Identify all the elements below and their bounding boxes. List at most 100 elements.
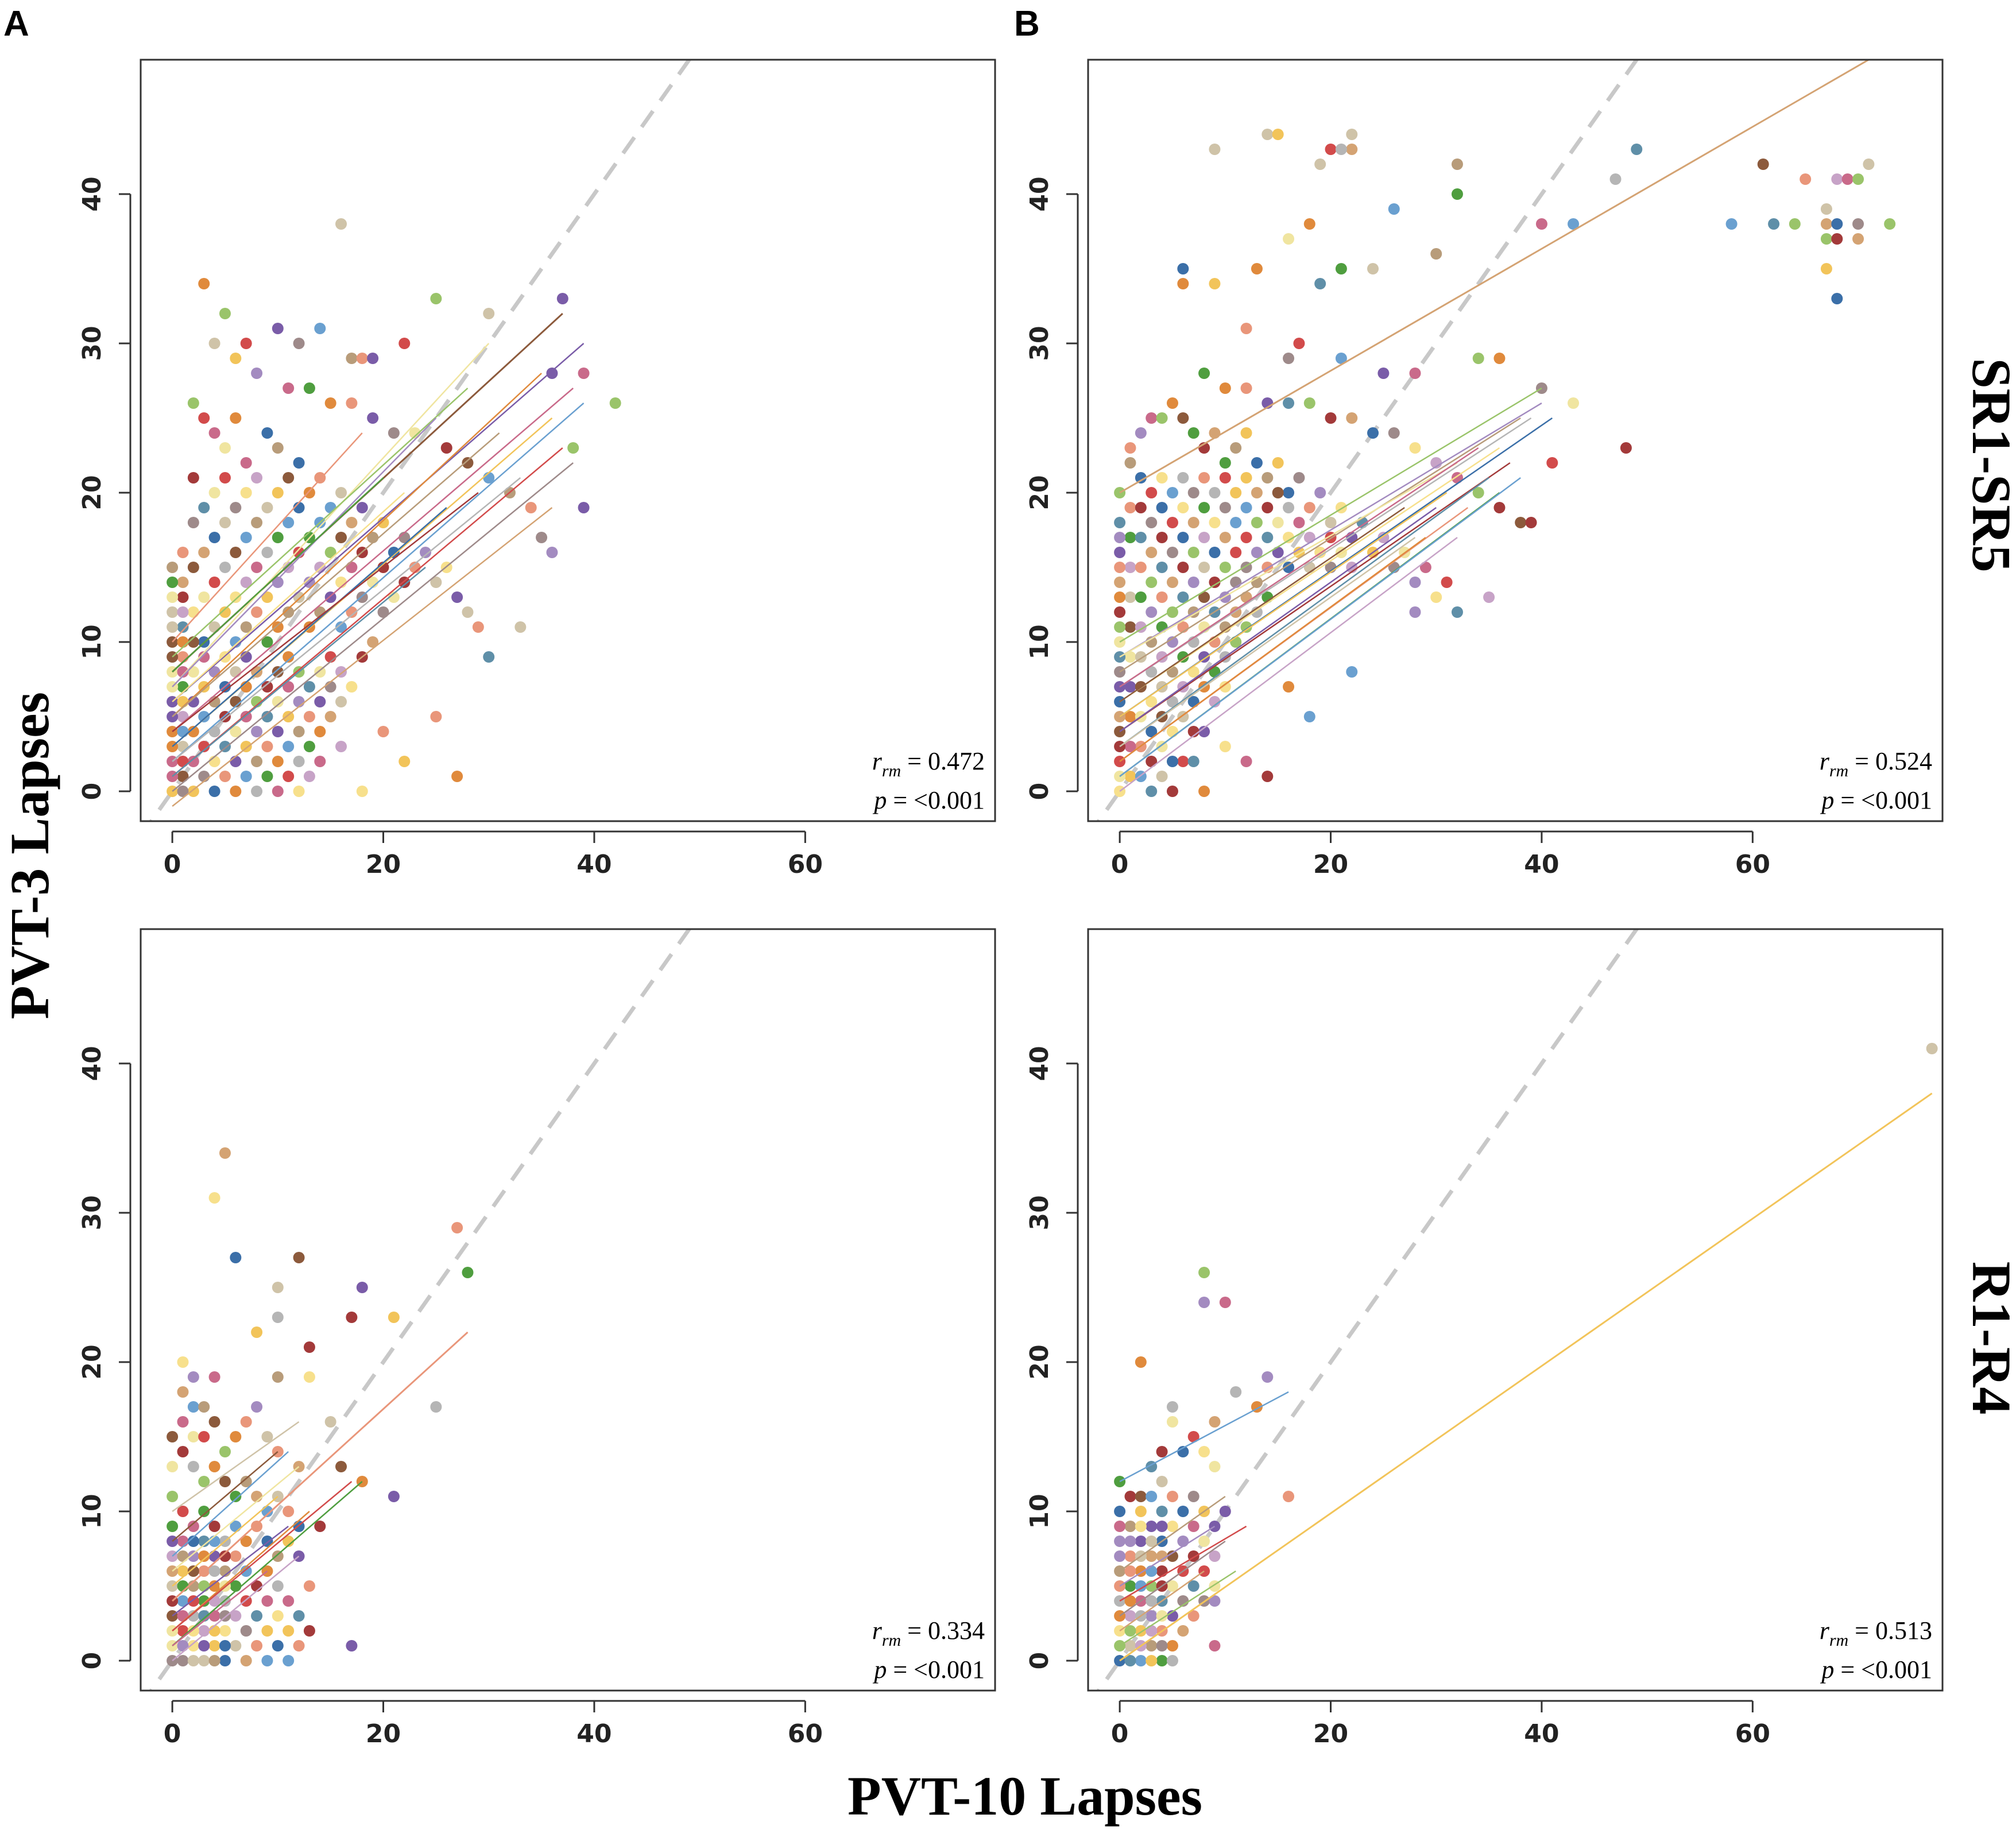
data-point xyxy=(187,1565,199,1577)
data-point xyxy=(1209,1550,1221,1562)
y-tick-label: 20 xyxy=(78,1344,107,1379)
regression-line xyxy=(1119,1391,1289,1483)
stat-p: p = <0.001 xyxy=(1820,786,1932,814)
data-point xyxy=(1230,442,1242,454)
data-point xyxy=(208,1521,220,1532)
data-point xyxy=(187,562,199,573)
data-point xyxy=(283,472,295,484)
stat-p: p = <0.001 xyxy=(1820,1656,1932,1684)
regression-line xyxy=(172,1421,300,1513)
data-point xyxy=(1146,1640,1158,1652)
data-point xyxy=(1262,129,1274,140)
data-point xyxy=(1800,173,1812,185)
data-point xyxy=(1135,1491,1147,1502)
regression-line xyxy=(1119,477,1489,748)
data-point xyxy=(335,1461,347,1472)
regression-line xyxy=(1119,462,1511,733)
data-point xyxy=(1388,203,1400,215)
data-point xyxy=(1114,1506,1126,1517)
data-point xyxy=(1124,1655,1136,1666)
data-point xyxy=(1335,144,1347,155)
regression-line xyxy=(172,373,542,717)
data-point xyxy=(1240,382,1252,394)
data-point xyxy=(208,1655,220,1666)
data-point xyxy=(198,502,210,513)
regression-line xyxy=(172,343,585,702)
data-point xyxy=(1146,1536,1158,1547)
x-tick-label: 20 xyxy=(366,850,401,879)
data-point xyxy=(167,562,179,573)
data-point xyxy=(1852,218,1864,230)
regression-line xyxy=(172,447,563,777)
data-point xyxy=(261,591,273,603)
data-point xyxy=(451,591,463,603)
data-point xyxy=(1124,1580,1136,1592)
data-point xyxy=(1293,517,1305,528)
data-point xyxy=(1177,1536,1189,1547)
data-point xyxy=(1156,1521,1168,1532)
data-point xyxy=(367,636,379,648)
data-point xyxy=(198,547,210,558)
data-point xyxy=(346,1312,358,1323)
data-point xyxy=(230,756,242,767)
data-point xyxy=(219,1446,231,1457)
plot-area xyxy=(1096,60,1896,821)
data-point xyxy=(1251,517,1263,528)
data-point xyxy=(303,741,315,752)
data-point xyxy=(1219,741,1231,752)
data-point xyxy=(251,517,263,528)
data-point xyxy=(1820,203,1832,215)
data-point xyxy=(187,1625,199,1637)
data-point xyxy=(177,1550,189,1562)
data-point xyxy=(1166,1655,1178,1666)
data-point xyxy=(1177,1506,1189,1517)
data-point xyxy=(1377,368,1390,379)
data-point xyxy=(303,1625,315,1637)
data-point xyxy=(187,756,199,767)
x-axis: 0 20 40 60 xyxy=(1111,1700,1770,1749)
data-point xyxy=(1620,442,1632,454)
data-point xyxy=(1187,577,1199,588)
regression-line xyxy=(1119,60,1870,494)
data-point xyxy=(1831,218,1843,230)
data-point xyxy=(1240,323,1252,334)
data-point xyxy=(187,786,199,797)
data-point xyxy=(1187,1431,1199,1442)
data-point xyxy=(1156,771,1168,782)
data-point xyxy=(1177,502,1189,513)
data-point xyxy=(230,1431,242,1442)
data-point xyxy=(167,606,179,618)
data-point xyxy=(198,651,210,663)
data-point xyxy=(219,741,231,752)
regression-line xyxy=(172,1481,363,1646)
data-point xyxy=(261,1655,273,1666)
data-point xyxy=(377,606,389,618)
regression-line xyxy=(172,388,574,732)
data-point xyxy=(167,1491,179,1502)
data-point xyxy=(177,1416,189,1428)
data-point xyxy=(177,591,189,603)
regression-line xyxy=(172,1571,268,1646)
data-point xyxy=(208,532,220,543)
regression-line xyxy=(1119,417,1532,688)
data-point xyxy=(546,547,558,558)
data-point xyxy=(261,771,273,782)
data-point xyxy=(346,1640,358,1652)
data-point xyxy=(1114,606,1126,618)
data-point xyxy=(1388,427,1400,439)
data-point xyxy=(208,1625,220,1637)
y-axis: 0 10 20 30 40 xyxy=(78,1046,131,1669)
data-point xyxy=(1283,487,1295,498)
data-point xyxy=(272,323,284,334)
regression-line xyxy=(1119,1525,1247,1602)
data-point xyxy=(177,621,189,633)
data-point xyxy=(1198,1536,1210,1547)
data-point xyxy=(1251,263,1263,274)
data-point xyxy=(230,726,242,737)
regression-line xyxy=(172,1526,289,1616)
data-point xyxy=(335,487,347,498)
data-point xyxy=(1283,562,1295,573)
data-point xyxy=(1483,591,1495,603)
data-point xyxy=(1198,786,1210,797)
data-point xyxy=(430,711,442,722)
